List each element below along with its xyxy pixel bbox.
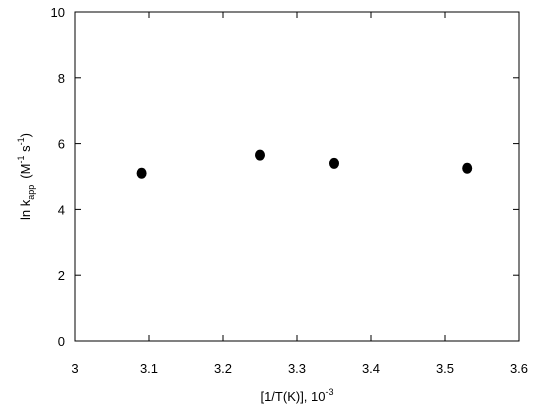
x-tick-label: 3.6 — [510, 361, 528, 376]
x-axis-label-sup: -3 — [326, 387, 334, 397]
x-tick-label: 3.4 — [362, 361, 380, 376]
x-tick-label: 3 — [71, 361, 78, 376]
x-tick-label: 3.5 — [436, 361, 454, 376]
y-tick-label: 8 — [58, 71, 65, 86]
y-axis-label-unit-mid: s — [18, 145, 33, 156]
y-axis-label-prefix: ln k — [18, 199, 33, 220]
y-axis-label-sub: app — [26, 185, 36, 200]
y-axis-label-unit-close: ) — [18, 133, 33, 137]
y-axis-label-unit-sup1: -1 — [16, 156, 26, 164]
y-tick-label: 4 — [58, 202, 65, 217]
data-points — [136, 149, 473, 179]
x-tick-label: 3.3 — [288, 361, 306, 376]
data-point — [462, 162, 473, 174]
x-tick-label: 3.2 — [214, 361, 232, 376]
y-axis-label: ln kapp(M-1 s-1) — [16, 133, 36, 220]
y-tick-label: 2 — [58, 268, 65, 283]
x-axis-ticks: 3 3.1 3.2 3.3 3.4 3.5 3.6 — [71, 12, 528, 376]
data-point — [329, 157, 339, 169]
data-point — [255, 149, 265, 161]
y-axis-ticks: 0 2 4 6 8 10 — [51, 5, 519, 349]
data-point — [136, 167, 147, 179]
x-tick-label: 3.1 — [140, 361, 158, 376]
y-tick-label: 0 — [58, 334, 65, 349]
x-axis-label: [1/T(K)], 10-3 — [260, 387, 333, 404]
x-axis-label-main: [1/T(K)], 10 — [260, 389, 325, 404]
y-tick-label: 6 — [58, 137, 65, 152]
y-axis-label-unit-open: (M — [18, 164, 33, 179]
y-axis-label-unit-sup2: -1 — [16, 137, 26, 145]
y-tick-label: 10 — [51, 5, 65, 20]
